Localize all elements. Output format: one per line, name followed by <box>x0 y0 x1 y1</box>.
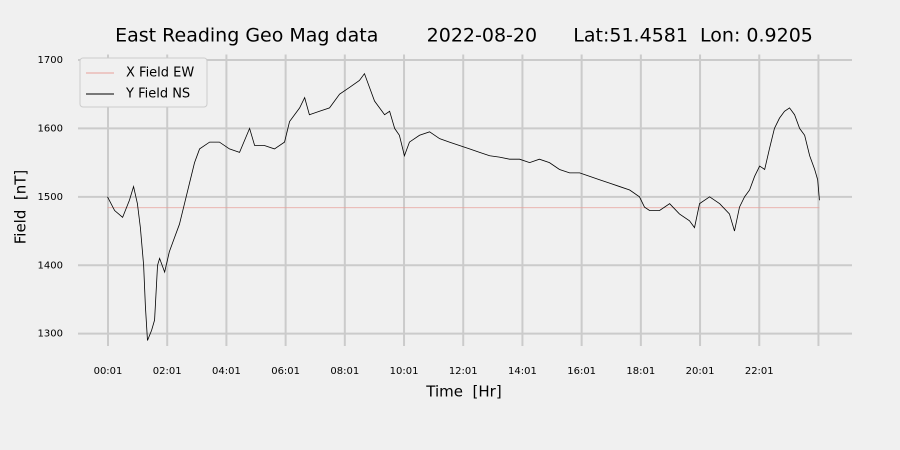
x-tick-label: 22:01 <box>745 366 774 377</box>
y-tick-label: 1700 <box>38 55 63 66</box>
y-tick-label: 1500 <box>38 192 63 203</box>
y-tick-label: 1300 <box>38 329 63 340</box>
x-tick-label: 00:01 <box>94 366 123 377</box>
legend-box <box>79 57 208 108</box>
chart-title: East Reading Geo Mag data 2022-08-20 Lat… <box>115 25 813 47</box>
legend-label: X Field EW <box>126 66 194 81</box>
x-tick-label: 18:01 <box>626 366 655 377</box>
x-tick-label: 16:01 <box>567 366 596 377</box>
y-tick-label: 1400 <box>38 260 63 271</box>
x-tick-label: 04:01 <box>212 366 241 377</box>
data-line <box>107 72 820 341</box>
x-tick-label: 12:01 <box>449 366 478 377</box>
x-axis-label: Time [Hr] <box>425 383 501 401</box>
legend-label: Y Field NS <box>125 87 190 102</box>
y-tick-label: 1600 <box>38 123 63 134</box>
x-tick-label: 14:01 <box>508 366 537 377</box>
x-tick-label: 08:01 <box>330 366 359 377</box>
y-axis-label: Field [nT] <box>12 170 30 245</box>
x-tick-label: 10:01 <box>390 366 419 377</box>
x-tick-label: 20:01 <box>686 366 715 377</box>
x-tick-label: 06:01 <box>271 366 300 377</box>
x-tick-label: 02:01 <box>153 366 182 377</box>
